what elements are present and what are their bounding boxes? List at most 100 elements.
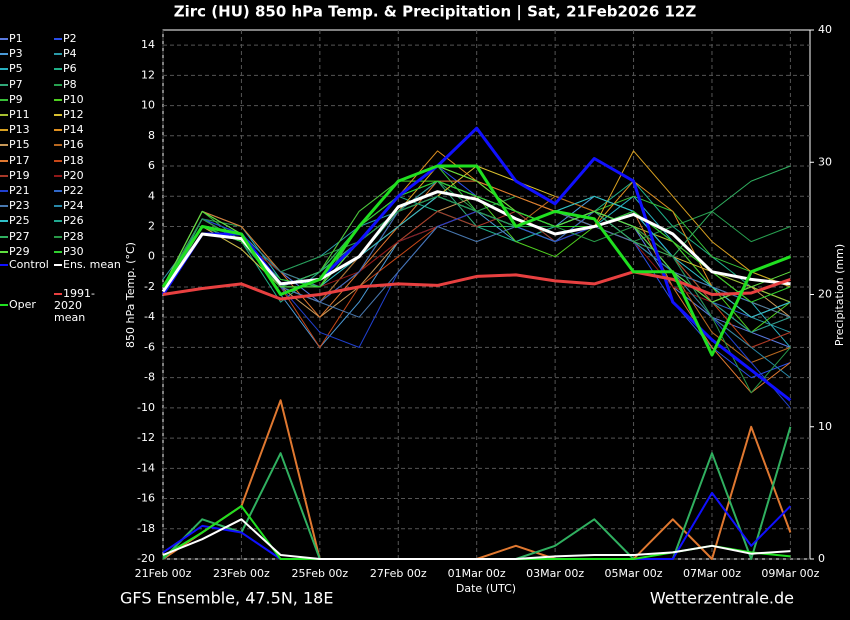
legend-entry: P1 <box>0 33 23 45</box>
legend-label: P15 <box>9 138 30 152</box>
legend-entry: P5 <box>0 63 23 75</box>
legend-entry: P10 <box>54 92 84 106</box>
y-tick-label: 10 <box>141 99 155 112</box>
legend-swatch <box>0 98 8 101</box>
legend-swatch <box>0 235 8 238</box>
y-tick-label: -16 <box>137 492 155 505</box>
legend-swatch <box>54 159 62 162</box>
legend-entry: P3 <box>0 48 23 60</box>
y-tick-label: -10 <box>137 401 155 414</box>
legend-entry: P29 <box>0 245 30 258</box>
y2-tick-label: 30 <box>818 155 832 168</box>
legend-entry: P21 <box>0 185 30 197</box>
legend-entry: 1991-2020 mean <box>54 288 114 324</box>
legend-swatch <box>0 83 8 86</box>
legend-swatch <box>54 250 62 253</box>
y-axis-label: 850 hPa Temp. (°C) <box>124 242 137 348</box>
footer-left: GFS Ensemble, 47.5N, 18E <box>120 589 333 608</box>
y-tick-label: -18 <box>137 522 155 535</box>
legend-entry: P2 <box>54 33 77 45</box>
line <box>161 190 791 293</box>
legend-entry: P11 <box>0 109 30 121</box>
legend-label: P20 <box>63 168 84 182</box>
legend-entry: P18 <box>54 154 84 167</box>
y2-tick-label: 40 <box>818 23 832 36</box>
legend-label: Control <box>9 258 49 271</box>
legend-swatch <box>0 264 8 266</box>
legend-swatch <box>54 293 62 295</box>
legend-entry: P16 <box>54 139 84 151</box>
legend-label: P21 <box>9 184 30 197</box>
legend-swatch <box>54 205 62 208</box>
legend-entry: P28 <box>54 229 84 243</box>
y2-tick-label: 10 <box>818 420 832 433</box>
x-tick-label: 21Feb 00z <box>135 567 192 580</box>
legend-label: P11 <box>9 108 30 121</box>
y-tick-label: 2 <box>148 219 155 232</box>
legend-label: P4 <box>63 47 77 61</box>
x-tick-label: 27Feb 00z <box>370 567 427 580</box>
y2-tick-label: 20 <box>818 288 832 301</box>
legend-entry: P22 <box>54 185 84 197</box>
y-tick-label: 4 <box>148 189 155 202</box>
legend-label: P28 <box>63 229 84 243</box>
y-tick-label: -8 <box>144 371 155 384</box>
legend-swatch <box>54 98 62 101</box>
y-tick-label: 12 <box>141 68 155 81</box>
legend-entry: P26 <box>54 215 84 227</box>
legend-swatch <box>54 174 62 177</box>
legend-entry: P13 <box>0 124 30 136</box>
legend-swatch <box>0 220 8 223</box>
y2-tick-label: 0 <box>818 552 825 565</box>
legend-swatch <box>54 129 62 132</box>
legend-label: P30 <box>63 244 84 258</box>
chart-title: Zirc (HU) 850 hPa Temp. & Precipitation … <box>174 3 697 22</box>
legend-label: P1 <box>9 32 23 45</box>
legend-swatch <box>0 304 8 306</box>
y2-axis-label: Precipitation (mm) <box>833 244 846 346</box>
legend-label: P10 <box>63 92 84 106</box>
legend-label: P19 <box>9 168 30 182</box>
legend-swatch <box>54 53 62 56</box>
legend-entry: P4 <box>54 48 77 60</box>
legend-swatch <box>54 83 62 86</box>
x-tick-label: 25Feb 00z <box>291 567 348 580</box>
legend-label: P8 <box>63 77 77 91</box>
legend-swatch <box>0 190 8 192</box>
legend-label: P16 <box>63 138 84 152</box>
line <box>162 270 791 301</box>
legend-label: Ens. mean <box>63 258 121 271</box>
legend-swatch <box>54 114 62 116</box>
x-tick-label: 01Mar 00z <box>448 567 506 580</box>
y-tick-label: -4 <box>144 310 155 323</box>
y-tick-label: 6 <box>148 159 155 172</box>
x-tick-label: 05Mar 00z <box>605 567 663 580</box>
legend-swatch <box>54 38 62 40</box>
legend-label: P25 <box>9 214 30 228</box>
legend-label: P26 <box>63 214 84 228</box>
legend-label: P27 <box>9 229 30 243</box>
legend-swatch <box>54 220 62 223</box>
legend-entry: P24 <box>54 200 84 212</box>
x-tick-label: 09Mar 00z <box>761 567 819 580</box>
footer-right: Wetterzentrale.de <box>650 589 794 608</box>
legend-entry: P23 <box>0 200 30 212</box>
legend-label: P22 <box>63 184 84 197</box>
legend-label: P2 <box>63 32 77 45</box>
legend-label: 1991-2020 mean <box>54 287 95 324</box>
y-tick-label: -6 <box>144 340 155 353</box>
line <box>161 164 791 357</box>
legend-label: P7 <box>9 77 23 91</box>
legend-entry: P12 <box>54 109 84 121</box>
legend-swatch <box>54 190 62 192</box>
legend-label: P24 <box>63 199 84 213</box>
legend-swatch <box>0 159 8 162</box>
legend-entry: Control <box>0 259 49 271</box>
legend-entry: P25 <box>0 215 30 227</box>
legend-entry: Oper <box>0 299 36 311</box>
x-axis-label: Date (UTC) <box>456 582 516 595</box>
legend-swatch <box>0 205 8 208</box>
legend-swatch <box>0 68 8 71</box>
